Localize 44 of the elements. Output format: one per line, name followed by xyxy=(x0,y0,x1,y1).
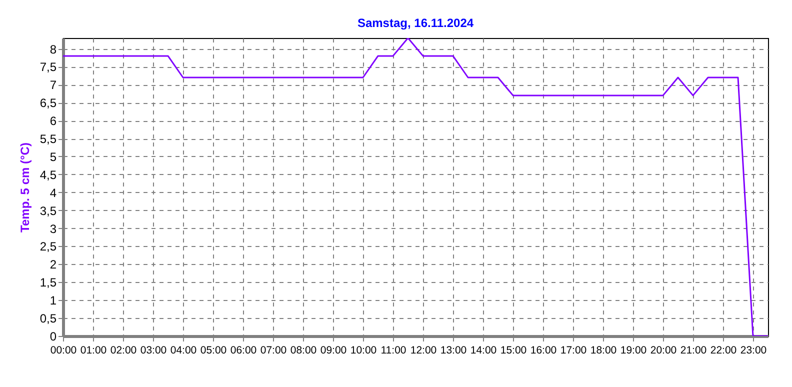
y-tick-label: 8 xyxy=(50,42,57,56)
x-tick-label: 01:00 xyxy=(80,344,107,356)
x-tick-label: 14:00 xyxy=(470,344,497,356)
y-tick-label: 6,5 xyxy=(40,96,57,110)
x-tick-label: 23:00 xyxy=(740,344,767,356)
y-tick-label: 1 xyxy=(50,294,57,308)
y-tick-label: 0 xyxy=(50,330,57,344)
y-tick-label: 6 xyxy=(50,114,57,128)
y-tick-label: 0,5 xyxy=(40,312,57,326)
y-tick-label: 4 xyxy=(50,186,57,200)
x-tick-label: 16:00 xyxy=(530,344,557,356)
x-tick-label: 06:00 xyxy=(230,344,257,356)
y-tick-label: 4,5 xyxy=(40,168,57,182)
y-tick-label: 1,5 xyxy=(40,276,57,290)
y-tick-label: 5,5 xyxy=(40,132,57,146)
x-tick-label: 15:00 xyxy=(500,344,527,356)
x-tick-label: 11:00 xyxy=(380,344,406,356)
x-tick-label: 20:00 xyxy=(650,344,677,356)
x-tick-label: 17:00 xyxy=(560,344,587,356)
x-tick-label: 00:00 xyxy=(50,344,77,356)
x-tick-label: 21:00 xyxy=(680,344,707,356)
x-tick-label: 02:00 xyxy=(110,344,137,356)
x-tick-label: 08:00 xyxy=(290,344,317,356)
y-tick-label: 2 xyxy=(50,258,57,272)
x-tick-label: 12:00 xyxy=(410,344,437,356)
y-tick-label: 7,5 xyxy=(40,60,57,74)
y-tick-label: 3 xyxy=(50,222,57,236)
x-tick-label: 13:00 xyxy=(440,344,467,356)
line-series xyxy=(63,38,768,336)
y-tick-label: 7 xyxy=(50,78,57,92)
x-tick-label: 18:00 xyxy=(590,344,617,356)
x-tick-label: 04:00 xyxy=(170,344,197,356)
x-tick-label: 09:00 xyxy=(320,344,347,356)
x-tick-label: 10:00 xyxy=(350,344,377,356)
x-tick-label: 05:00 xyxy=(200,344,227,356)
x-tick-label: 03:00 xyxy=(140,344,167,356)
y-tick-label: 2,5 xyxy=(40,240,57,254)
y-axis-title: Temp. 5 cm (°C) xyxy=(18,142,32,232)
y-tick-label: 5 xyxy=(50,150,57,164)
x-tick-label: 22:00 xyxy=(710,344,737,356)
y-tick-label: 3,5 xyxy=(40,204,57,218)
x-tick-label: 07:00 xyxy=(260,344,287,356)
chart-title: Samstag, 16.11.2024 xyxy=(357,16,474,30)
x-tick-label: 19:00 xyxy=(620,344,647,356)
